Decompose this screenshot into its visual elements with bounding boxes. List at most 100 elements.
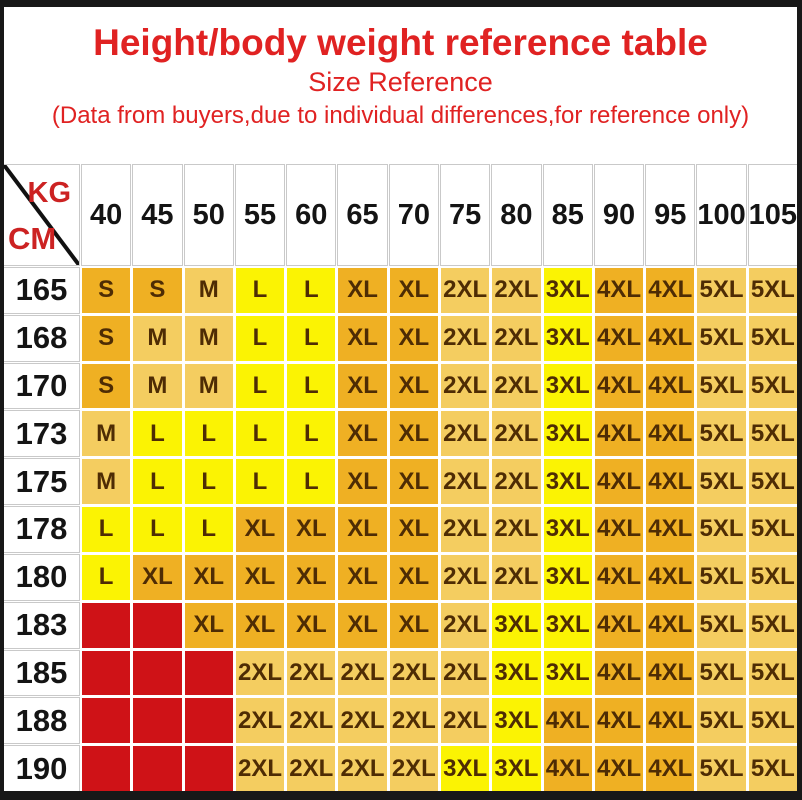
size-cell: 5XL bbox=[748, 650, 797, 696]
size-cell: 4XL bbox=[594, 746, 644, 791]
empty-cell bbox=[133, 602, 182, 648]
title-block: Height/body weight reference table Size … bbox=[4, 7, 797, 165]
size-cell: 5XL bbox=[697, 411, 746, 457]
size-cell: 2XL bbox=[338, 650, 387, 696]
size-cell: 4XL bbox=[594, 268, 644, 313]
empty-cell bbox=[184, 698, 233, 744]
size-cell: 4XL bbox=[646, 411, 695, 457]
size-cell: XL bbox=[338, 411, 387, 457]
size-cell: 5XL bbox=[697, 268, 746, 313]
size-cell: 2XL bbox=[440, 315, 490, 361]
size-cell: 4XL bbox=[646, 650, 695, 696]
size-cell: 4XL bbox=[594, 315, 644, 361]
size-cell: L bbox=[82, 554, 131, 600]
size-cell: XL bbox=[235, 507, 285, 552]
size-cell: 5XL bbox=[748, 507, 797, 552]
size-cell: 3XL bbox=[492, 602, 541, 648]
size-cell: 2XL bbox=[492, 411, 541, 457]
size-cell: XL bbox=[184, 602, 233, 648]
size-cell: M bbox=[82, 459, 131, 505]
size-cell: L bbox=[184, 459, 233, 505]
size-cell: 4XL bbox=[646, 554, 695, 600]
weight-header-cell: 50 bbox=[184, 165, 233, 265]
size-cell: 4XL bbox=[646, 602, 695, 648]
size-cell: 2XL bbox=[440, 411, 490, 457]
size-cell: L bbox=[235, 411, 285, 457]
weight-header-cell: 80 bbox=[492, 165, 541, 265]
size-cell: 5XL bbox=[697, 746, 746, 791]
size-cell: XL bbox=[133, 554, 182, 600]
size-cell: 5XL bbox=[697, 315, 746, 361]
size-cell: 2XL bbox=[440, 698, 490, 744]
size-cell: 4XL bbox=[594, 507, 644, 552]
empty-cell bbox=[133, 650, 182, 696]
size-cell: 4XL bbox=[646, 315, 695, 361]
size-cell: XL bbox=[338, 459, 387, 505]
size-cell: 2XL bbox=[440, 650, 490, 696]
size-cell: 4XL bbox=[594, 602, 644, 648]
size-cell: XL bbox=[287, 554, 336, 600]
size-cell: 5XL bbox=[748, 268, 797, 313]
size-cell: 4XL bbox=[594, 554, 644, 600]
size-cell: 2XL bbox=[440, 268, 490, 313]
size-cell: L bbox=[133, 411, 182, 457]
size-cell: 4XL bbox=[543, 746, 592, 791]
size-cell: 3XL bbox=[543, 363, 592, 409]
size-cell: 2XL bbox=[389, 698, 438, 744]
size-cell: XL bbox=[389, 602, 438, 648]
size-cell: XL bbox=[184, 554, 233, 600]
size-cell: XL bbox=[389, 363, 438, 409]
size-cell: 2XL bbox=[338, 746, 387, 791]
size-cell: L bbox=[133, 459, 182, 505]
size-cell: 4XL bbox=[594, 363, 644, 409]
size-cell: 5XL bbox=[697, 554, 746, 600]
size-cell: 5XL bbox=[748, 602, 797, 648]
height-label-cell: 190 bbox=[4, 746, 79, 791]
weight-header-cell: 60 bbox=[287, 165, 336, 265]
size-cell: XL bbox=[235, 602, 285, 648]
size-cell: L bbox=[82, 507, 131, 552]
size-cell: 5XL bbox=[748, 554, 797, 600]
size-cell: 3XL bbox=[492, 746, 541, 791]
weight-header-cell: 70 bbox=[389, 165, 438, 265]
size-cell: M bbox=[133, 363, 182, 409]
empty-cell bbox=[133, 698, 182, 744]
size-cell: XL bbox=[287, 602, 336, 648]
height-label-cell: 178 bbox=[4, 507, 79, 552]
size-cell: L bbox=[287, 459, 336, 505]
height-label-cell: 175 bbox=[4, 459, 79, 505]
size-cell: 2XL bbox=[235, 746, 285, 791]
size-cell: 5XL bbox=[697, 650, 746, 696]
size-cell: 2XL bbox=[287, 746, 336, 791]
size-cell: 5XL bbox=[748, 363, 797, 409]
size-cell: XL bbox=[338, 554, 387, 600]
size-cell: 3XL bbox=[543, 650, 592, 696]
size-cell: XL bbox=[389, 554, 438, 600]
size-cell: XL bbox=[338, 602, 387, 648]
size-cell: 4XL bbox=[594, 698, 644, 744]
size-cell: M bbox=[184, 363, 233, 409]
size-cell: 5XL bbox=[748, 459, 797, 505]
weight-header-cell: 45 bbox=[133, 165, 182, 265]
height-label-cell: 165 bbox=[4, 268, 79, 313]
size-cell: 2XL bbox=[440, 363, 490, 409]
size-cell: 4XL bbox=[646, 459, 695, 505]
size-cell: 2XL bbox=[492, 268, 541, 313]
size-cell: M bbox=[184, 315, 233, 361]
page-subtitle: Size Reference bbox=[308, 67, 493, 98]
size-cell: 5XL bbox=[748, 698, 797, 744]
size-cell: 5XL bbox=[697, 698, 746, 744]
kg-axis-label: KG bbox=[27, 177, 72, 209]
size-cell: 3XL bbox=[543, 507, 592, 552]
size-cell: 3XL bbox=[543, 268, 592, 313]
size-cell: 3XL bbox=[543, 315, 592, 361]
size-cell: 5XL bbox=[748, 411, 797, 457]
size-cell: XL bbox=[389, 507, 438, 552]
empty-cell bbox=[184, 746, 233, 791]
size-cell: 4XL bbox=[646, 746, 695, 791]
size-cell: 2XL bbox=[287, 650, 336, 696]
empty-cell bbox=[133, 746, 182, 791]
size-cell: 4XL bbox=[594, 459, 644, 505]
disclaimer-note: (Data from buyers,due to individual diff… bbox=[51, 102, 750, 130]
